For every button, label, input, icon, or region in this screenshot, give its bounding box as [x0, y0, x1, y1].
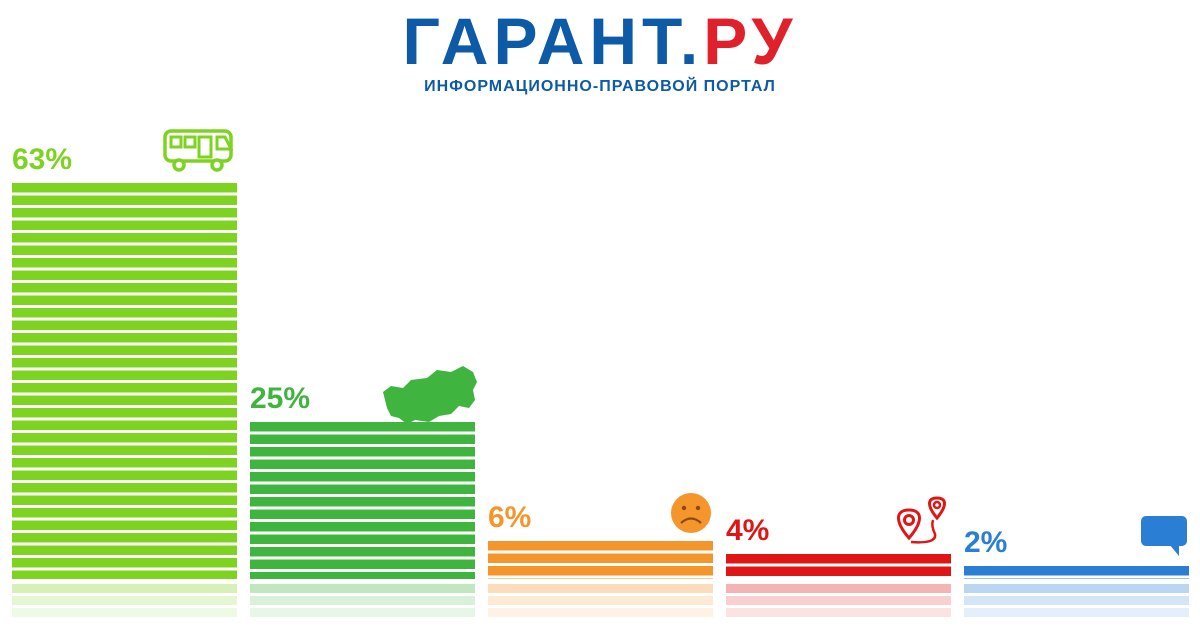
- bus-icon: [163, 129, 234, 172]
- chat-bubble-icon: [1141, 516, 1187, 556]
- value-label-5: 2%: [964, 526, 1007, 559]
- bar-3-reflection: [488, 584, 713, 617]
- logo-main: ГАРАНТ: [402, 4, 680, 78]
- bar-1-reflection: [12, 584, 237, 617]
- bar-2-reflection: [250, 584, 475, 617]
- bar-5: [964, 566, 1189, 579]
- logo-dot: .: [679, 4, 704, 78]
- logo[interactable]: ГАРАНТ.РУ: [0, 8, 1200, 74]
- bar-5-reflection: [964, 584, 1189, 617]
- bar-3: [488, 541, 713, 579]
- value-label-1: 63%: [12, 143, 72, 176]
- russia-map-icon: [383, 366, 477, 424]
- header: ГАРАНТ.РУ ИНФОРМАЦИОННО-ПРАВОВОЙ ПОРТАЛ: [0, 8, 1200, 96]
- logo-suffix: РУ: [703, 4, 798, 78]
- sad-face-icon: [671, 493, 711, 533]
- value-label-4: 4%: [726, 514, 769, 547]
- location-pins-icon: [897, 496, 946, 544]
- bar-4-reflection: [726, 584, 951, 617]
- value-label-3: 6%: [488, 501, 531, 534]
- tagline: ИНФОРМАЦИОННО-ПРАВОВОЙ ПОРТАЛ: [424, 78, 776, 95]
- bar-4: [726, 554, 951, 576]
- bar-2: [250, 422, 475, 579]
- bar-1: [12, 183, 237, 579]
- value-label-2: 25%: [250, 382, 310, 415]
